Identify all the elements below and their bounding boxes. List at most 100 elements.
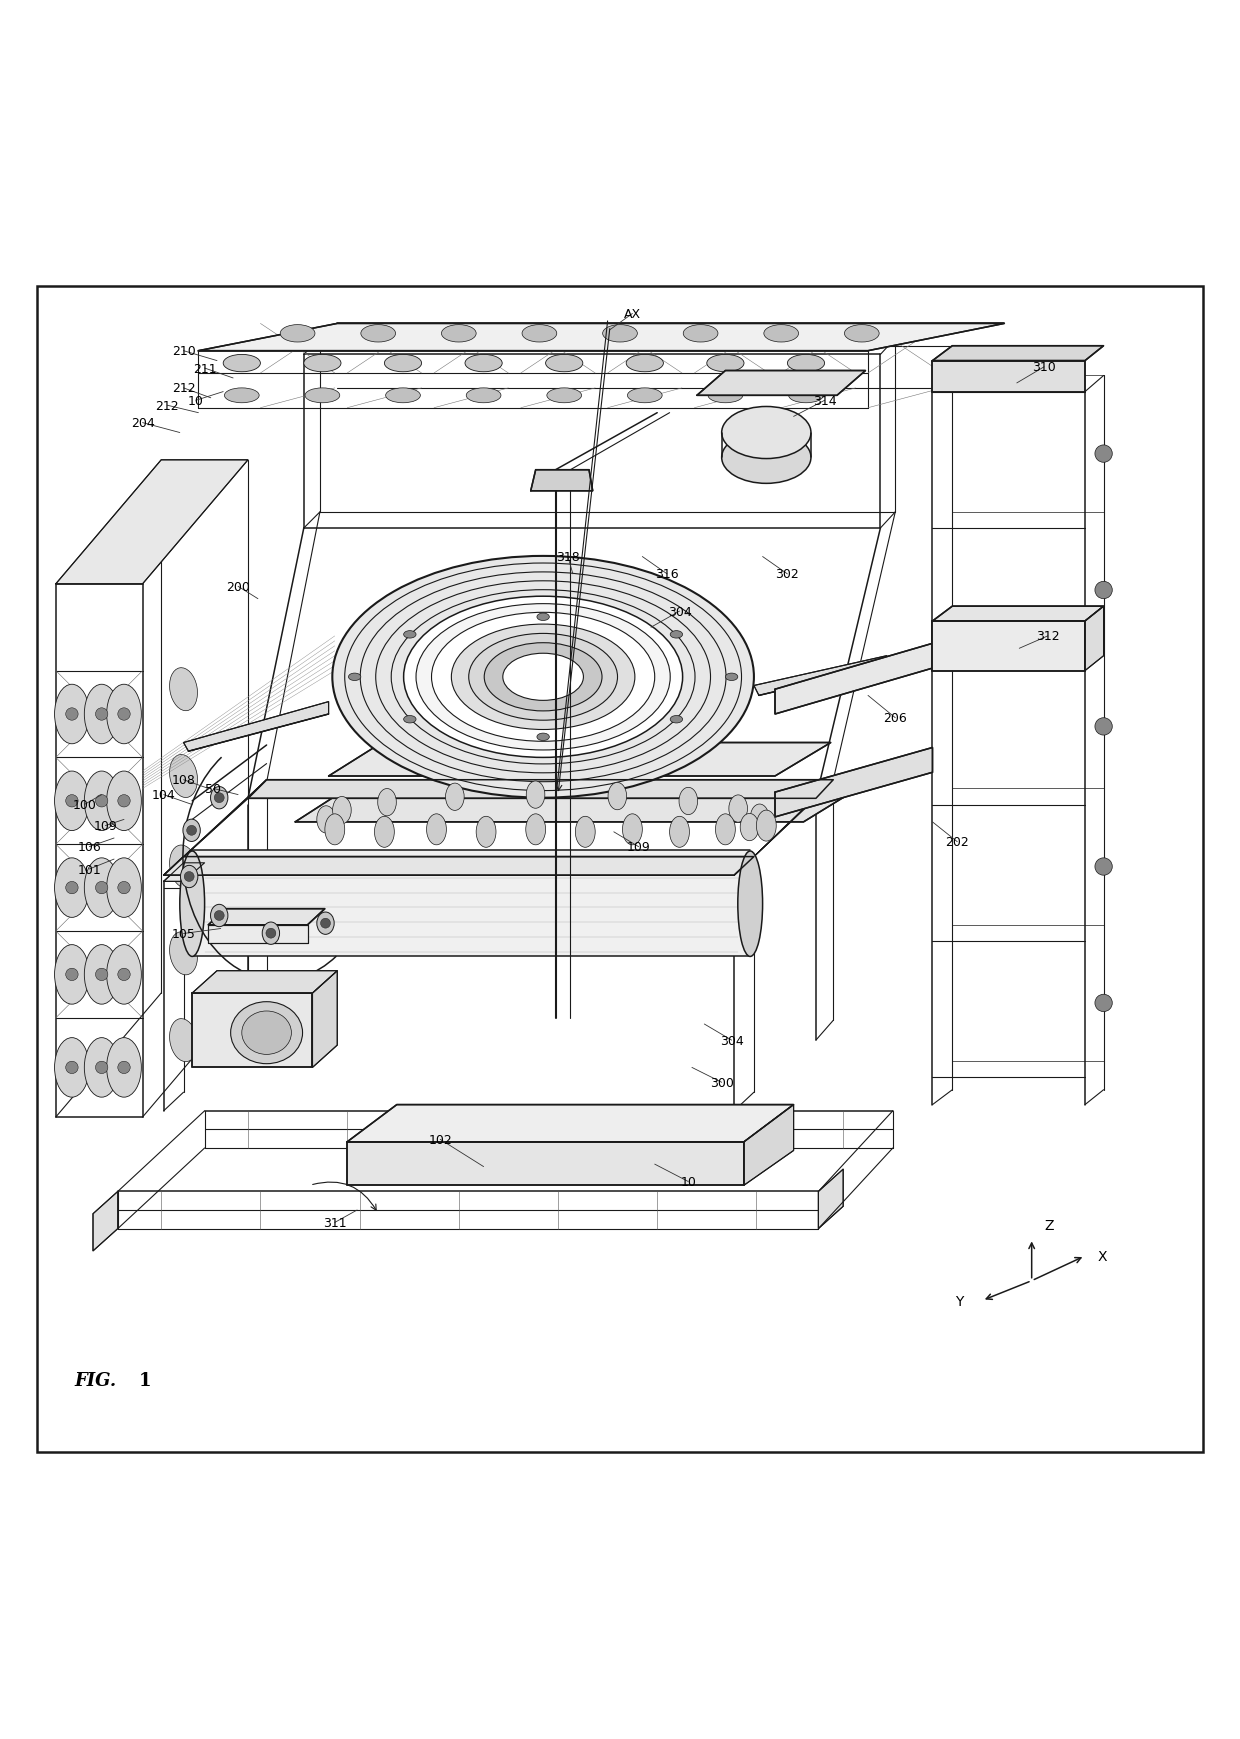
Ellipse shape	[223, 355, 260, 372]
Text: 302: 302	[775, 569, 800, 581]
Text: 106: 106	[77, 840, 102, 854]
Ellipse shape	[378, 790, 397, 816]
Circle shape	[95, 1061, 108, 1075]
Ellipse shape	[84, 1038, 119, 1097]
Text: 212: 212	[155, 400, 180, 412]
Polygon shape	[198, 323, 1004, 351]
Ellipse shape	[680, 788, 698, 816]
Ellipse shape	[107, 685, 141, 744]
Ellipse shape	[547, 388, 582, 403]
Ellipse shape	[522, 325, 557, 343]
Circle shape	[66, 969, 78, 981]
Ellipse shape	[107, 944, 141, 1005]
Polygon shape	[754, 656, 890, 696]
Ellipse shape	[627, 388, 662, 403]
Polygon shape	[164, 781, 267, 876]
Ellipse shape	[317, 913, 335, 936]
Text: 101: 101	[77, 863, 102, 876]
Text: 212: 212	[171, 383, 196, 395]
Ellipse shape	[740, 814, 759, 842]
Ellipse shape	[537, 734, 549, 741]
Ellipse shape	[465, 355, 502, 372]
Ellipse shape	[348, 673, 361, 682]
Ellipse shape	[670, 716, 682, 723]
Circle shape	[118, 708, 130, 720]
Ellipse shape	[374, 817, 394, 849]
Text: 109: 109	[626, 840, 651, 854]
Text: 102: 102	[428, 1134, 453, 1146]
Polygon shape	[192, 993, 312, 1068]
Text: 200: 200	[226, 581, 250, 593]
Text: 310: 310	[1032, 362, 1056, 374]
Ellipse shape	[55, 859, 89, 918]
Circle shape	[95, 969, 108, 981]
Polygon shape	[312, 970, 337, 1068]
Polygon shape	[329, 743, 831, 777]
Ellipse shape	[707, 355, 744, 372]
Circle shape	[187, 826, 197, 836]
Circle shape	[1095, 859, 1112, 876]
Polygon shape	[93, 1191, 118, 1250]
Circle shape	[185, 871, 195, 882]
Text: 304: 304	[719, 1035, 744, 1047]
Ellipse shape	[415, 603, 670, 751]
Polygon shape	[1085, 607, 1104, 671]
Ellipse shape	[608, 783, 626, 810]
Polygon shape	[164, 857, 754, 876]
Text: FIG.: FIG.	[74, 1370, 117, 1389]
Circle shape	[1095, 445, 1112, 463]
Ellipse shape	[484, 643, 603, 711]
Ellipse shape	[670, 817, 689, 849]
Text: 312: 312	[1035, 630, 1060, 643]
Ellipse shape	[84, 685, 119, 744]
Polygon shape	[818, 1169, 843, 1229]
Polygon shape	[932, 362, 1085, 393]
Circle shape	[118, 969, 130, 981]
Ellipse shape	[242, 1012, 291, 1056]
Circle shape	[95, 708, 108, 720]
Ellipse shape	[683, 325, 718, 343]
Circle shape	[1095, 718, 1112, 736]
Text: 105: 105	[171, 927, 196, 941]
Text: Z: Z	[1044, 1219, 1054, 1233]
Ellipse shape	[184, 819, 201, 842]
Ellipse shape	[526, 814, 546, 845]
Ellipse shape	[170, 1019, 197, 1063]
Ellipse shape	[304, 355, 341, 372]
Circle shape	[118, 1061, 130, 1075]
Ellipse shape	[211, 788, 228, 809]
Ellipse shape	[789, 388, 823, 403]
Circle shape	[215, 911, 224, 922]
Text: 304: 304	[667, 605, 692, 619]
Ellipse shape	[55, 1038, 89, 1097]
Polygon shape	[208, 909, 325, 925]
Ellipse shape	[84, 859, 119, 918]
Ellipse shape	[107, 1038, 141, 1097]
Text: Y: Y	[955, 1294, 963, 1308]
Circle shape	[265, 929, 275, 939]
Ellipse shape	[427, 814, 446, 845]
Ellipse shape	[729, 795, 748, 823]
Text: 210: 210	[171, 344, 196, 358]
Ellipse shape	[181, 866, 198, 889]
Ellipse shape	[404, 716, 417, 723]
Ellipse shape	[708, 388, 743, 403]
Polygon shape	[775, 748, 932, 817]
Ellipse shape	[575, 817, 595, 849]
Ellipse shape	[469, 635, 618, 720]
Polygon shape	[192, 970, 337, 993]
Polygon shape	[56, 461, 248, 584]
Ellipse shape	[738, 852, 763, 956]
Ellipse shape	[55, 944, 89, 1005]
Text: 10: 10	[681, 1176, 696, 1188]
Ellipse shape	[84, 772, 119, 831]
Circle shape	[118, 882, 130, 894]
Ellipse shape	[503, 654, 584, 701]
Text: 202: 202	[945, 836, 970, 849]
Ellipse shape	[404, 631, 417, 638]
Ellipse shape	[84, 944, 119, 1005]
Circle shape	[215, 793, 224, 803]
Circle shape	[118, 795, 130, 807]
Circle shape	[66, 882, 78, 894]
Ellipse shape	[231, 1002, 303, 1064]
